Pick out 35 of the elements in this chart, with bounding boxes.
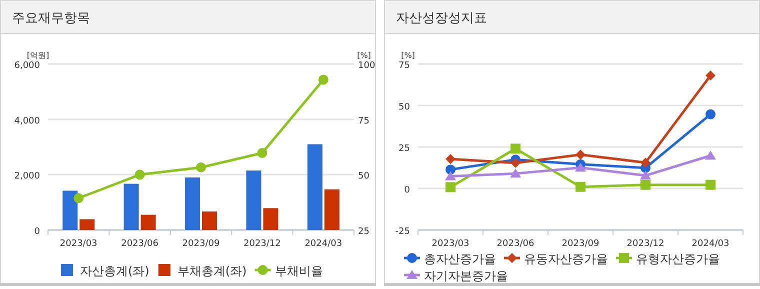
legend-label: 자기자본증가율: [424, 269, 508, 283]
x-tick-label: 2024/03: [304, 239, 342, 249]
x-tick-label: 2023/09: [182, 239, 220, 249]
x-tick-label: 2023/03: [432, 239, 470, 249]
y-tick-label: 25: [398, 144, 410, 154]
x-tick-label: 2023/06: [121, 239, 159, 249]
x-tick-label: 2023/12: [626, 239, 664, 249]
y-tick-label: 50: [398, 102, 410, 112]
legend-label: 부채비율: [274, 264, 323, 278]
legend-label: 유동자산증가율: [524, 252, 608, 266]
legend-label: 자산총계(좌): [80, 264, 150, 278]
y-tick-label: 0: [404, 186, 410, 196]
y-tick-label: 2,000: [14, 172, 40, 182]
y2-axis-title: [%]: [357, 51, 371, 60]
x-tick-label: 2023/12: [244, 239, 281, 249]
legend-label: 부채총계(좌): [177, 264, 247, 278]
x-tick-label: 2023/09: [562, 239, 600, 249]
chart-title: 자산성장성지표: [396, 11, 487, 26]
y-tick-label: -25: [395, 227, 410, 237]
x-tick-label: 2023/03: [60, 239, 98, 249]
y2-tick-label: 50: [358, 172, 370, 182]
y2-tick-label: 100: [358, 61, 376, 71]
y-axis-title: [%]: [401, 51, 415, 60]
y-tick-label: 6,000: [14, 61, 40, 71]
y2-tick-label: 75: [358, 116, 370, 126]
x-tick-label: 2023/06: [496, 239, 534, 249]
y2-tick-label: 25: [358, 227, 370, 237]
x-tick-label: 2024/03: [692, 239, 730, 249]
y-tick-label: 75: [398, 61, 410, 71]
legend-label: 총자산증가율: [424, 252, 496, 266]
chart-title: 주요재무항목: [12, 11, 90, 26]
y-tick-label: 0: [34, 227, 40, 237]
legend-label: 유형자산증가율: [636, 252, 720, 266]
y-axis-title: [억원]: [26, 51, 50, 60]
y-tick-label: 4,000: [14, 116, 40, 126]
